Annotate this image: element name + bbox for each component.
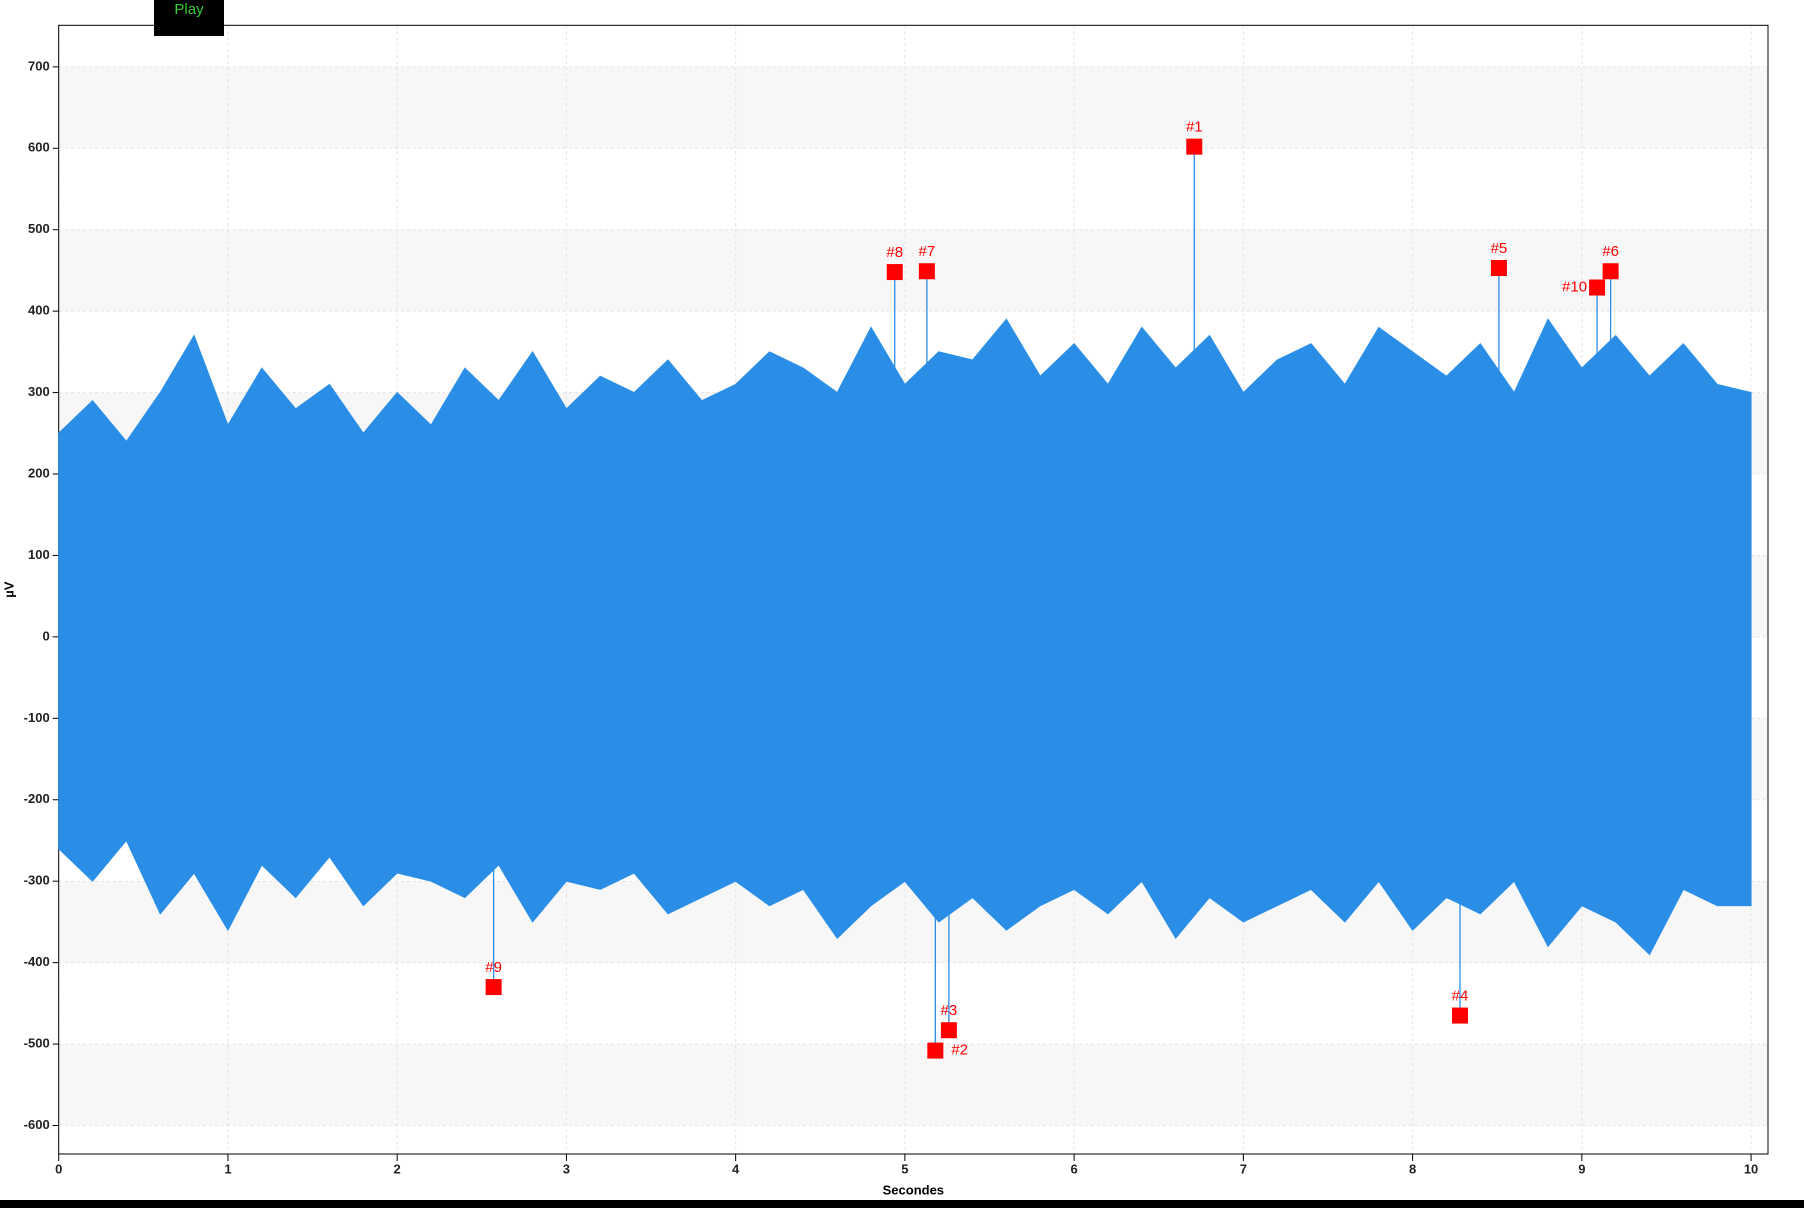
peak-label: #6 <box>1602 243 1619 260</box>
peak-label: #7 <box>919 243 936 260</box>
peak-marker <box>485 979 502 996</box>
y-tick-label: 300 <box>28 384 50 399</box>
peak-label: #8 <box>886 244 903 261</box>
peak-label: #4 <box>1452 988 1469 1005</box>
peak-label: #9 <box>485 959 502 976</box>
peak-label: #2 <box>951 1042 968 1059</box>
x-tick-label: 8 <box>1409 1161 1416 1176</box>
x-tick-label: 2 <box>394 1161 401 1176</box>
y-tick-label: 400 <box>28 303 50 318</box>
trace-area <box>58 318 1752 956</box>
x-tick-label: 3 <box>563 1161 570 1176</box>
x-tick-label: 10 <box>1744 1161 1758 1176</box>
x-axis-title: Secondes <box>883 1182 944 1197</box>
peak-marker <box>918 263 935 280</box>
peak-label: #1 <box>1186 119 1203 136</box>
y-axis-title: µV <box>1 581 16 597</box>
peak-label: #5 <box>1491 240 1508 257</box>
peak-marker <box>886 264 903 281</box>
y-tick-label: -400 <box>24 954 50 969</box>
y-tick-label: 100 <box>28 547 50 562</box>
peak-label: #3 <box>941 1002 958 1019</box>
x-tick-label: 5 <box>901 1161 908 1176</box>
peak-marker <box>1589 279 1606 296</box>
y-tick-label: -300 <box>24 873 50 888</box>
band <box>58 881 1769 963</box>
peak-marker <box>940 1022 957 1039</box>
peak-marker <box>1490 259 1507 276</box>
x-tick-label: 4 <box>732 1161 740 1176</box>
y-tick-label: -100 <box>24 710 50 725</box>
bottom-bar <box>0 1200 1804 1208</box>
peak-marker <box>927 1042 944 1059</box>
band <box>58 66 1769 149</box>
peak-marker <box>1451 1007 1468 1024</box>
peak-marker <box>1602 263 1619 280</box>
y-tick-label: 700 <box>28 58 50 73</box>
play-label[interactable]: Play <box>174 1 204 18</box>
x-tick-label: 9 <box>1578 1161 1585 1176</box>
y-tick-label: 0 <box>42 628 49 643</box>
y-tick-label: -500 <box>24 1035 50 1050</box>
y-tick-label: -200 <box>24 791 50 806</box>
x-tick-label: 6 <box>1071 1161 1078 1176</box>
y-tick-label: 200 <box>28 465 50 480</box>
x-tick-label: 7 <box>1240 1161 1247 1176</box>
band <box>58 229 1769 312</box>
y-tick-label: -600 <box>24 1117 50 1132</box>
band <box>58 1044 1769 1126</box>
x-tick-label: 1 <box>224 1161 231 1176</box>
play-button[interactable] <box>154 0 224 36</box>
y-tick-label: 600 <box>28 140 50 155</box>
peak-label: #10 <box>1562 278 1587 295</box>
x-tick-label: 0 <box>55 1161 62 1176</box>
peak-marker <box>1186 138 1203 155</box>
y-tick-label: 500 <box>28 221 50 236</box>
